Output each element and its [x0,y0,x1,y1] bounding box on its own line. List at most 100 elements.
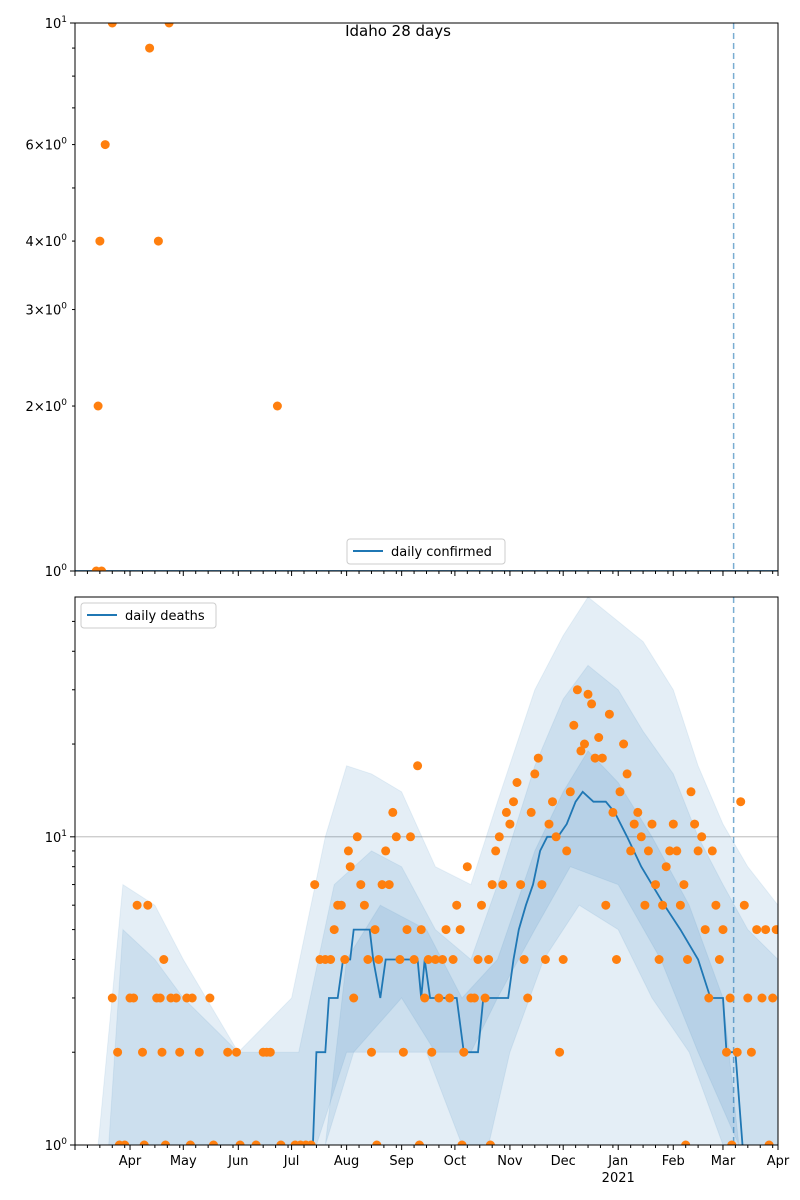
data-point [746,1047,756,1057]
data-point [391,832,401,842]
x-tick-label: Feb [662,1154,685,1169]
data-point [752,925,762,935]
data-point [113,1047,123,1057]
data-point [395,955,405,964]
x-tick-label: Dec [551,1154,576,1169]
data-point [626,846,636,856]
data-point [485,1140,495,1145]
data-point [153,236,163,246]
data-point [381,846,391,856]
data-point [406,832,415,842]
data-point [537,880,547,890]
data-point [157,1047,167,1057]
data-point [757,993,767,1003]
data-point [487,880,497,890]
data-point [608,807,618,817]
y-tick-label: 101 [45,15,67,32]
data-point [548,797,557,807]
data-point [272,401,282,411]
x-tick-label: Apr [119,1154,142,1169]
data-point [480,993,490,1003]
data-point [594,733,604,742]
data-point [675,900,685,910]
data-point [155,993,165,1003]
data-point [551,832,561,842]
data-point [459,1047,469,1057]
data-point [372,1140,382,1145]
bottom-axes-frame [74,596,779,1146]
data-point [100,140,110,150]
data-point [544,819,554,829]
data-point [727,1140,737,1145]
data-point [377,880,387,890]
data-point [448,955,458,964]
data-point [194,1047,204,1057]
data-point [555,1047,565,1057]
x-tick-label: Nov [497,1154,523,1169]
data-point [693,846,703,856]
data-point [434,993,444,1003]
data-point [690,819,700,829]
y-tick-label: 100 [45,1137,68,1154]
data-point [251,1140,261,1145]
data-point [509,797,518,807]
bottom-panel: Apr May Jun Jul Aug Sep Oct Nov Dec Jan 2021 Feb Mar… [45,596,790,1186]
data-point [764,1140,774,1145]
data-point [711,900,721,910]
data-point [441,925,451,935]
data-point [235,1140,245,1145]
data-point [686,787,696,797]
data-point [761,925,771,935]
data-point [343,846,353,856]
data-point [171,993,181,1003]
data-point [452,900,462,910]
top-axes-frame [74,22,779,572]
data-point [665,846,675,856]
data-point [97,566,107,571]
y-tick-label: 4×100 [26,233,68,250]
data-point [562,846,572,856]
data-point [601,900,611,910]
x-tick-label: Jul [283,1154,300,1169]
x-tick-label: Aug [334,1154,359,1169]
data-point [276,1140,286,1145]
x-tick-label: Mar [711,1154,736,1169]
top-legend-box [346,538,506,565]
data-point [533,753,543,763]
data-point [95,236,105,246]
data-point [540,955,550,964]
data-point [345,862,355,872]
data-point [484,955,494,964]
data-point [205,993,215,1003]
data-point [672,846,682,856]
data-point [707,846,717,856]
data-point [739,900,749,910]
data-point [654,955,664,964]
data-point [477,900,486,910]
data-point [558,955,568,964]
data-point [356,880,366,890]
data-point [414,1140,424,1145]
data-point [714,955,724,964]
data-point [768,993,778,1003]
data-point [349,993,359,1003]
chart-title: Idaho 28 days [345,22,451,40]
data-point [697,832,707,842]
x-tick-label: Oct [444,1154,466,1169]
data-point [636,832,646,842]
data-point [388,807,398,817]
x-year-label: 2021 [602,1171,635,1186]
x-tick-label: May [170,1154,197,1169]
data-point [661,862,671,872]
data-point [619,739,629,749]
data-point [175,1047,185,1057]
data-point [604,709,614,719]
data-point [232,1047,241,1057]
data-point [138,1047,147,1057]
data-point [640,900,650,910]
data-point [340,955,350,964]
data-point [736,797,746,807]
data-point [700,925,710,935]
data-point [633,807,643,817]
data-point [310,880,320,890]
